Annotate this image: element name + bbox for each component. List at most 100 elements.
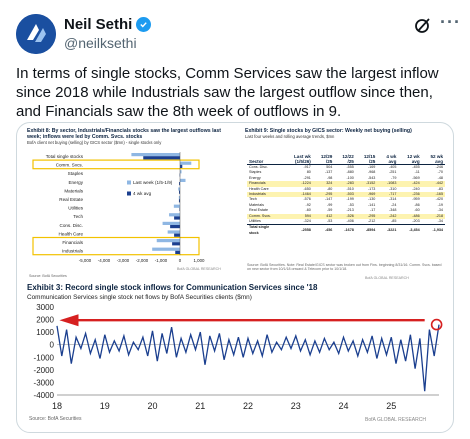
bar: [179, 207, 180, 211]
table-cell: -212: [367, 219, 376, 224]
table-cell: -8594: [355, 224, 378, 237]
bar: [174, 216, 180, 220]
table-cell: 504: [326, 165, 333, 169]
bar: [173, 204, 180, 208]
table-cell: -3152: [355, 181, 378, 187]
table-cell: -283: [334, 181, 356, 187]
table-cell: -79: [391, 175, 397, 180]
table-cell: -3221: [377, 224, 399, 237]
table-cell: -60: [414, 208, 420, 213]
table-cell: -503: [334, 192, 356, 198]
table-cell: -80: [327, 186, 333, 191]
table-cell: -406: [346, 219, 354, 224]
table-cell: -92: [305, 202, 311, 207]
bar: [178, 199, 180, 203]
annotation-circle: [430, 318, 443, 331]
table-header-row: Sector Last wk (1/5/26) 12/29 /25 12/22 /25…: [247, 154, 445, 165]
x-tick-label: 22: [243, 401, 253, 411]
table-cell: -405: [389, 165, 397, 169]
table-cell: -100: [346, 175, 354, 180]
x-tick-label: -1,000: [155, 258, 168, 263]
table-cell: -240: [412, 186, 420, 191]
exhibit-3: Exhibit 3: Record single stock inflows f…: [27, 283, 447, 429]
exhibit-8-chart: Total single stocks Comm. Svcs. Staples Ene…: [32, 152, 221, 271]
table-cell: -173: [367, 186, 376, 191]
table-cell: -2558: [278, 224, 313, 237]
exhibit-8: Exhibit 8: By sector, Industrials/Financ…: [27, 128, 236, 282]
highlight-box: [32, 159, 200, 170]
table-cell: -141: [367, 202, 376, 207]
table-cell: -291: [303, 175, 311, 180]
table-cell: -137: [324, 170, 333, 175]
category-label: Staples: [68, 171, 84, 176]
table-cell: -1083: [377, 181, 399, 187]
table-cell: -880: [346, 170, 354, 175]
bar: [167, 230, 180, 234]
table-cell: -24: [391, 202, 397, 207]
table-cell: -59: [327, 208, 333, 213]
legend-label: 4 wk avg: [133, 191, 152, 196]
table-row: Tech -576 -147 -199 -130 -314 -959 -420: [247, 197, 445, 202]
table-header-cell: 52 wk avg: [421, 154, 445, 165]
y-tick-label: -2000: [34, 366, 55, 375]
x-tick-label: -3,000: [117, 258, 130, 263]
table-cell: -455: [412, 165, 420, 169]
table-cell: -147: [324, 197, 333, 202]
table-cell: -569: [412, 175, 420, 180]
author-name[interactable]: Neil Sethi: [64, 16, 133, 33]
y-tick-label: 3000: [36, 303, 54, 312]
table-cell: -456: [312, 224, 335, 237]
exhibit-9: Exhibit 9: Single stocks by GICS sector:…: [245, 128, 447, 282]
bar: [172, 242, 180, 246]
x-tick-label: 20: [147, 401, 157, 411]
bar: [143, 156, 180, 160]
category-label: Cons. Disc.: [60, 223, 84, 228]
author-name-row[interactable]: Neil Sethi: [64, 16, 152, 33]
category-label: Energy: [68, 180, 83, 185]
exhibit-9-title: Exhibit 9: Single stocks by GICS sector:…: [245, 128, 412, 134]
table-cell: Cons. Disc.: [249, 165, 268, 169]
table-cell: Financials: [247, 181, 279, 187]
table-row: Cons. Disc. -917 504 -555 -169 -405 -455 -246: [247, 165, 445, 171]
verified-badge-icon: [136, 17, 152, 32]
category-label: Health Care: [58, 231, 83, 236]
table-cell: -218: [421, 213, 445, 220]
table-cell: -98: [327, 175, 333, 180]
table-cell: -11: [414, 170, 420, 175]
table-cell: -60: [305, 208, 311, 213]
bar: [178, 196, 180, 200]
category-label: Industrials: [62, 249, 84, 254]
y-tick-label: -4000: [34, 391, 55, 400]
y-tick-label: 2000: [36, 316, 54, 325]
table-cell: 412: [312, 213, 335, 220]
table-row: Utilities -324 -53 -406 -212 -85 -203 -34: [247, 219, 445, 225]
legend-swatch: [127, 191, 131, 196]
x-tick-label: 0: [179, 258, 182, 263]
author-handle[interactable]: @neilksethi: [64, 35, 137, 51]
exhibit-3-subtitle: Communication Services single stock net …: [27, 294, 252, 301]
table-cell: -510: [346, 186, 354, 191]
category-label: Comm. Svcs.: [56, 163, 83, 168]
table-header-cell: Last wk (1/5/26): [278, 154, 313, 165]
table-cell: Real Estate: [249, 208, 269, 213]
table-cell: Energy: [249, 175, 261, 180]
table-cell: -99: [327, 202, 333, 207]
table-row: Comm. Svcs. 594 412 -526 -295 -242 -486 -218: [247, 213, 445, 220]
table-cell: -86: [414, 202, 420, 207]
table-cell: 80: [306, 170, 311, 175]
table-row: Health Care -650 -80 -510 -173 -310 -240 -83: [247, 187, 445, 192]
table-cell: -295: [355, 213, 378, 220]
table-header-cell: 4 wk avg: [377, 154, 399, 165]
grok-icon[interactable]: [414, 16, 432, 34]
category-label: Materials: [64, 188, 83, 193]
table-total-row: Total single stock -2558 -456 -1678 -8594 -32…: [247, 224, 445, 237]
table-cell: Utilities: [249, 219, 261, 224]
table-row: Real Estate -60 -59 -213 -17 -348 -60 -34: [247, 208, 445, 213]
table-header-cell: 12 wk avg: [398, 154, 422, 165]
avatar[interactable]: [16, 14, 56, 54]
tweet-media-image[interactable]: Exhibit 8: By sector, Industrials/Financ…: [16, 122, 454, 433]
table-cell: Comm. Svcs.: [247, 213, 279, 220]
table-cell: Health Care: [249, 186, 269, 191]
more-options-icon[interactable]: ···: [440, 12, 461, 32]
table-cell: -3,454: [398, 224, 422, 237]
